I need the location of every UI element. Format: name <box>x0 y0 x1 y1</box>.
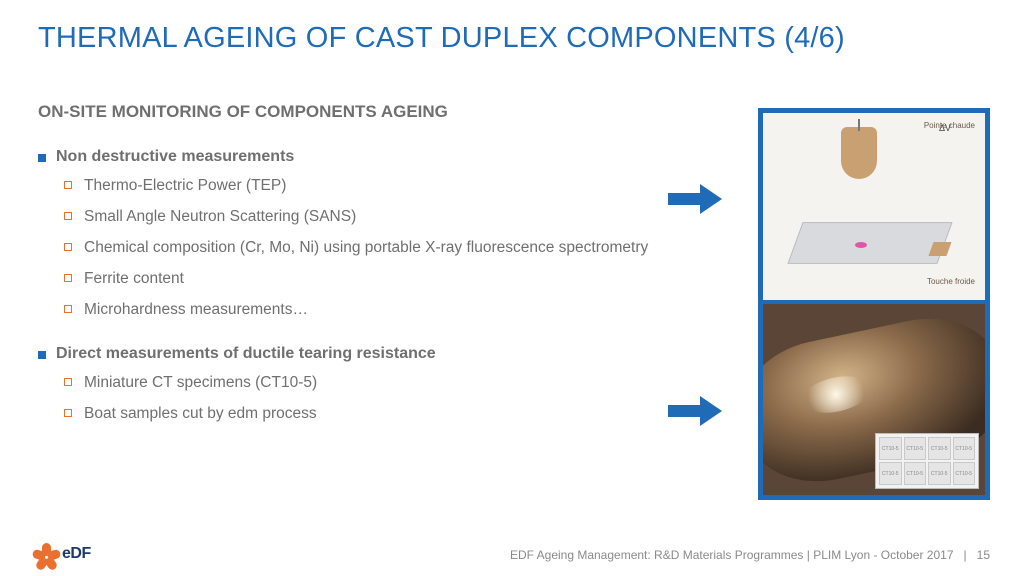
section-2: Direct measurements of ductile tearing r… <box>38 345 658 425</box>
edf-logo: eDF <box>34 542 91 566</box>
hollow-bullet-icon <box>64 181 72 189</box>
square-bullet-icon <box>38 351 46 359</box>
section-2-title: Direct measurements of ductile tearing r… <box>56 345 436 363</box>
slide-title: THERMAL AGEING OF CAST DUPLEX COMPONENTS… <box>38 22 986 55</box>
arrow-right-icon <box>668 396 722 426</box>
list-item: Thermo-Electric Power (TEP) <box>64 176 658 197</box>
arrow-right-icon <box>668 184 722 214</box>
hollow-bullet-icon <box>64 274 72 282</box>
slide: THERMAL AGEING OF CAST DUPLEX COMPONENTS… <box>0 0 1024 576</box>
ct-cell: CT10-5 <box>928 437 951 460</box>
item-text: Thermo-Electric Power (TEP) <box>84 176 286 197</box>
ct-cell: CT10-5 <box>953 437 976 460</box>
list-item: Chemical composition (Cr, Mo, Ni) using … <box>64 238 658 259</box>
hollow-bullet-icon <box>64 305 72 313</box>
section-heading-row: Direct measurements of ductile tearing r… <box>38 345 658 363</box>
ct-cell: CT10-5 <box>904 462 927 485</box>
slide-subtitle: ON-SITE MONITORING OF COMPONENTS AGEING <box>38 102 448 122</box>
ct-cell: CT10-5 <box>879 462 902 485</box>
hollow-bullet-icon <box>64 409 72 417</box>
pipe-photo: CT10-5 CT10-5 CT10-5 CT10-5 CT10-5 CT10-… <box>763 304 985 495</box>
diagram-label: ΔV <box>939 123 951 133</box>
item-text: Small Angle Neutron Scattering (SANS) <box>84 207 356 228</box>
ct-cell: CT10-5 <box>928 462 951 485</box>
item-text: Miniature CT specimens (CT10-5) <box>84 373 317 394</box>
section-1-title: Non destructive measurements <box>56 148 294 166</box>
ct-cell: CT10-5 <box>879 437 902 460</box>
item-text: Microhardness measurements… <box>84 300 308 321</box>
section-2-items: Miniature CT specimens (CT10-5) Boat sam… <box>38 373 658 425</box>
hollow-bullet-icon <box>64 243 72 251</box>
list-item: Ferrite content <box>64 269 658 290</box>
edf-logo-icon <box>34 542 58 566</box>
content-column: Non destructive measurements Thermo-Elec… <box>38 148 658 448</box>
section-heading-row: Non destructive measurements <box>38 148 658 166</box>
footer-text: EDF Ageing Management: R&D Materials Pro… <box>510 548 990 562</box>
square-bullet-icon <box>38 154 46 162</box>
list-item: Microhardness measurements… <box>64 300 658 321</box>
ct-inset: CT10-5 CT10-5 CT10-5 CT10-5 CT10-5 CT10-… <box>875 433 979 489</box>
footer-sep: | <box>957 548 973 562</box>
ct-cell: CT10-5 <box>953 462 976 485</box>
item-text: Chemical composition (Cr, Mo, Ni) using … <box>84 238 648 259</box>
image-stack: Pointe chaude Touche froide ΔV CT10-5 CT… <box>758 108 990 500</box>
footer: eDF EDF Ageing Management: R&D Materials… <box>0 534 1024 576</box>
section-1-items: Thermo-Electric Power (TEP) Small Angle … <box>38 176 658 321</box>
tep-diagram: Pointe chaude Touche froide ΔV <box>763 113 985 304</box>
list-item: Small Angle Neutron Scattering (SANS) <box>64 207 658 228</box>
ct-cell: CT10-5 <box>904 437 927 460</box>
edf-logo-text: eDF <box>62 545 91 563</box>
hollow-bullet-icon <box>64 212 72 220</box>
item-text: Boat samples cut by edm process <box>84 404 317 425</box>
list-item: Miniature CT specimens (CT10-5) <box>64 373 658 394</box>
hollow-bullet-icon <box>64 378 72 386</box>
list-item: Boat samples cut by edm process <box>64 404 658 425</box>
page-number: 15 <box>977 548 990 562</box>
section-1: Non destructive measurements Thermo-Elec… <box>38 148 658 321</box>
diagram-label: Touche froide <box>927 277 975 286</box>
item-text: Ferrite content <box>84 269 184 290</box>
footer-caption: EDF Ageing Management: R&D Materials Pro… <box>510 548 954 562</box>
